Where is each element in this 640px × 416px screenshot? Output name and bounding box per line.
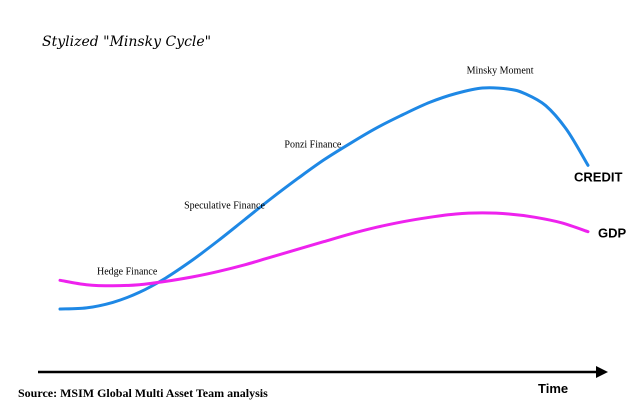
phase-annotations: Hedge Finance Speculative Finance Ponzi Fi…	[97, 66, 534, 278]
time-axis-arrowhead	[596, 366, 608, 378]
series-end-labels: CREDIT GDP	[574, 169, 627, 240]
series-label-credit: CREDIT	[574, 169, 622, 184]
phase-label-speculative-finance: Speculative Finance	[184, 200, 265, 211]
x-axis-label: Time	[538, 381, 568, 396]
source-note: Source: MSIM Global Multi Asset Team ana…	[18, 386, 268, 400]
phase-label-ponzi-finance: Ponzi Finance	[284, 140, 341, 151]
phase-label-minsky-moment: Minsky Moment	[467, 66, 534, 77]
series-line-gdp	[58, 211, 590, 288]
series-lines	[58, 86, 590, 311]
series-line-credit	[58, 86, 590, 311]
chart-title: Stylized "Minsky Cycle"	[42, 34, 211, 50]
series-label-gdp: GDP	[598, 226, 627, 241]
phase-label-hedge-finance: Hedge Finance	[97, 267, 158, 278]
